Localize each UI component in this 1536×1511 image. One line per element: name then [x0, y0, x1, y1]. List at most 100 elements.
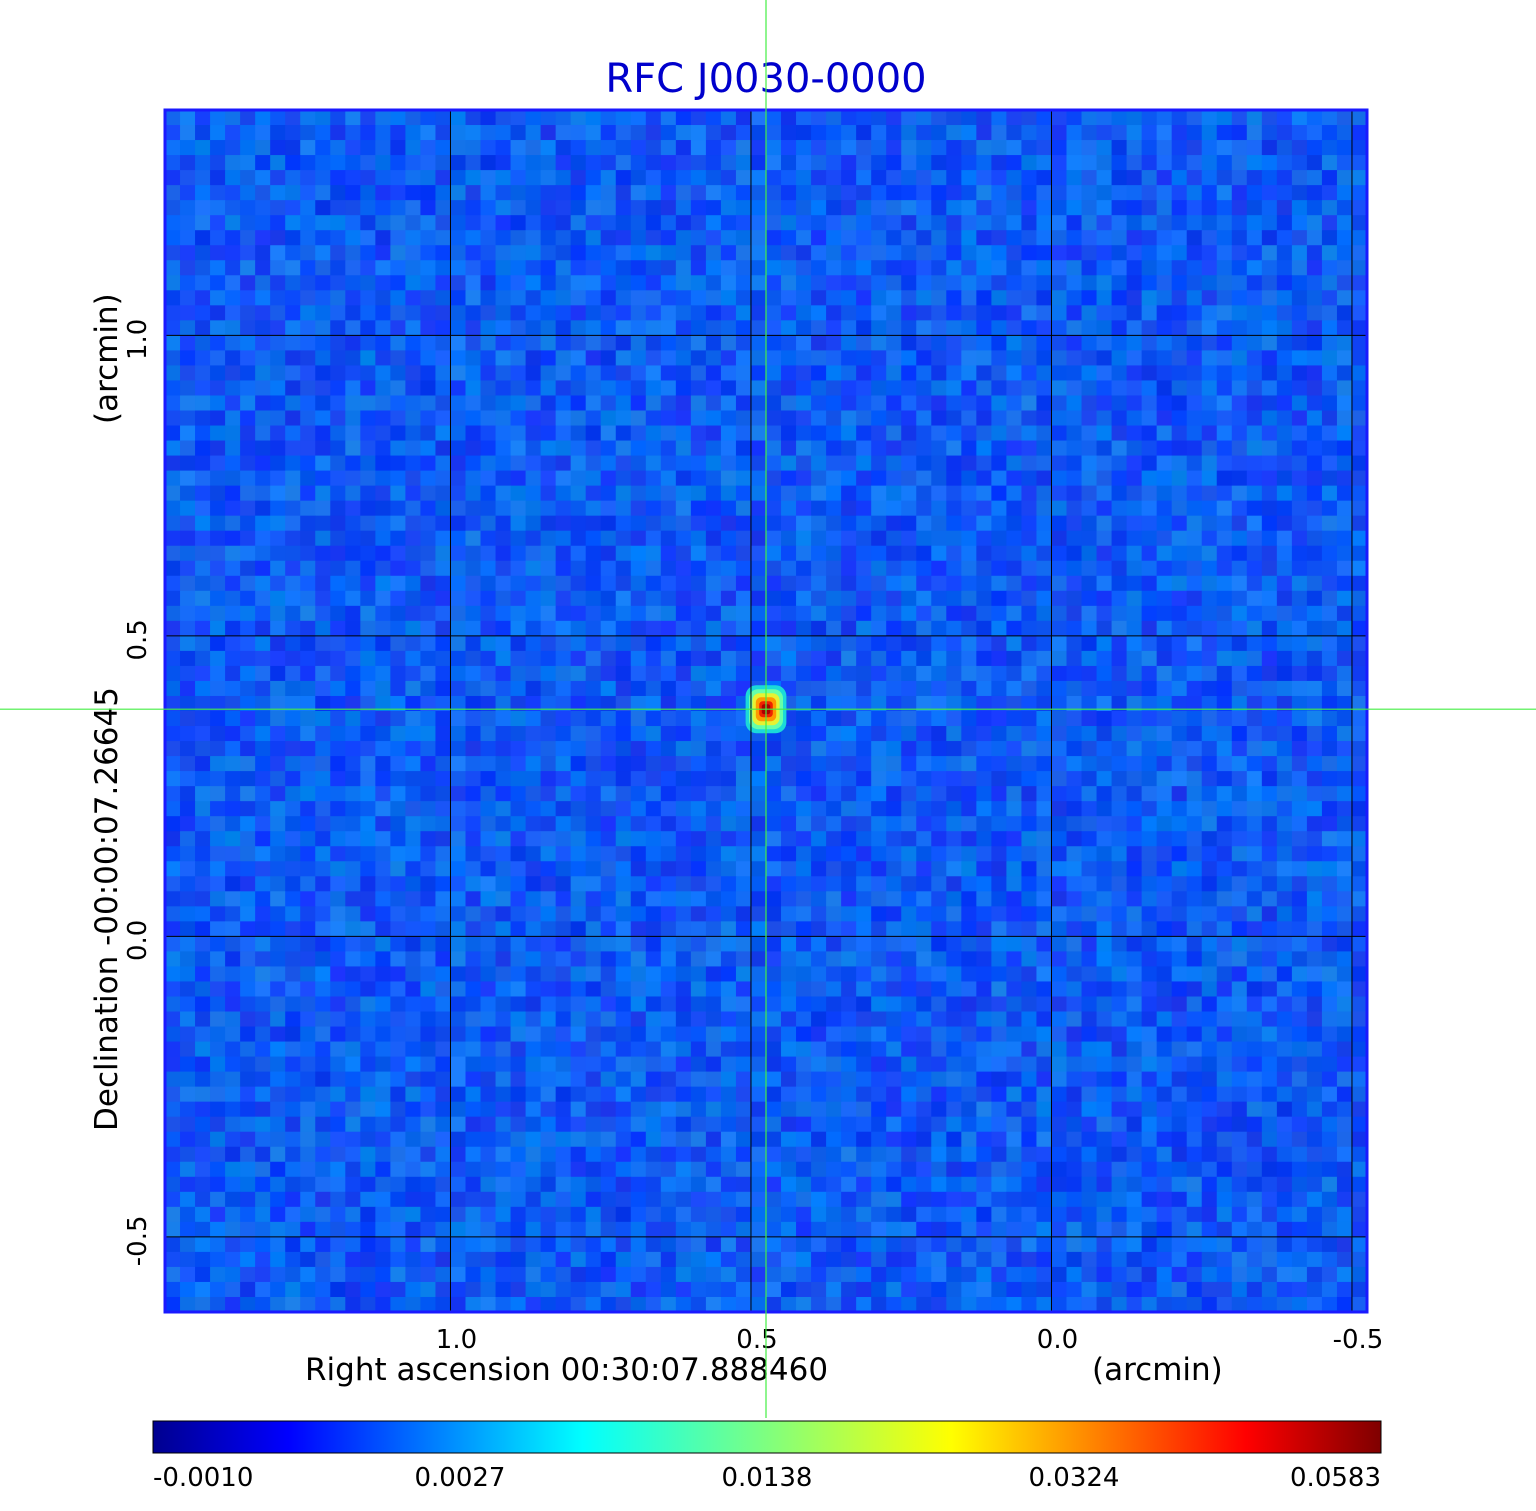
noise-pixel: [390, 560, 406, 577]
noise-pixel: [1111, 891, 1128, 907]
noise-pixel: [345, 891, 361, 907]
noise-pixel: [225, 545, 241, 562]
noise-pixel: [630, 245, 647, 261]
noise-pixel: [330, 1041, 346, 1057]
noise-pixel: [1156, 335, 1173, 351]
noise-pixel: [570, 680, 587, 697]
noise-pixel: [375, 801, 391, 817]
noise-pixel: [1186, 801, 1203, 817]
noise-pixel: [405, 215, 421, 231]
noise-pixel: [796, 816, 812, 832]
noise-pixel: [886, 230, 902, 246]
noise-pixel: [1351, 1011, 1368, 1027]
noise-pixel: [1081, 726, 1097, 742]
noise-pixel: [165, 650, 181, 667]
noise-pixel: [1021, 140, 1037, 156]
noise-pixel: [480, 440, 496, 456]
noise-pixel: [1306, 846, 1323, 862]
noise-pixel: [781, 876, 797, 892]
noise-pixel: [1021, 1026, 1037, 1042]
noise-pixel: [886, 290, 902, 306]
noise-pixel: [931, 545, 947, 562]
noise-pixel: [841, 470, 857, 487]
noise-pixel: [1201, 425, 1218, 441]
noise-pixel: [570, 470, 587, 487]
noise-pixel: [360, 425, 376, 441]
noise-pixel: [1336, 290, 1353, 306]
noise-pixel: [720, 185, 737, 201]
noise-pixel: [1051, 560, 1067, 577]
noise-pixel: [555, 906, 572, 922]
noise-pixel: [735, 846, 752, 862]
noise-pixel: [931, 590, 947, 607]
noise-pixel: [300, 590, 316, 607]
noise-pixel: [390, 185, 406, 201]
noise-pixel: [180, 816, 196, 832]
noise-pixel: [1066, 996, 1082, 1012]
noise-pixel: [1081, 335, 1097, 351]
noise-pixel: [796, 305, 812, 321]
noise-pixel: [210, 170, 226, 186]
noise-pixel: [826, 665, 842, 682]
noise-pixel: [240, 801, 256, 817]
noise-pixel: [585, 185, 602, 201]
noise-pixel: [720, 966, 737, 982]
noise-pixel: [210, 305, 226, 321]
noise-pixel: [720, 410, 737, 426]
noise-pixel: [330, 891, 346, 907]
noise-pixel: [976, 771, 992, 787]
noise-pixel: [735, 155, 752, 171]
noise-pixel: [811, 545, 827, 562]
noise-pixel: [1111, 245, 1128, 261]
noise-pixel: [931, 455, 947, 471]
noise-pixel: [841, 891, 857, 907]
noise-pixel: [720, 575, 737, 592]
noise-pixel: [210, 575, 226, 592]
noise-pixel: [600, 741, 617, 757]
noise-pixel: [540, 440, 557, 456]
noise-pixel: [1141, 816, 1158, 832]
noise-pixel: [330, 365, 346, 381]
noise-pixel: [360, 605, 376, 622]
noise-pixel: [390, 365, 406, 381]
noise-pixel: [1171, 125, 1188, 141]
noise-pixel: [585, 125, 602, 141]
noise-pixel: [390, 320, 406, 336]
noise-pixel: [480, 320, 496, 336]
noise-pixel: [916, 726, 932, 742]
noise-pixel: [916, 876, 932, 892]
noise-pixel: [856, 230, 872, 246]
noise-pixel: [766, 620, 782, 637]
noise-pixel: [1156, 741, 1173, 757]
noise-pixel: [600, 455, 617, 471]
noise-pixel: [1006, 515, 1022, 532]
noise-pixel: [991, 921, 1007, 937]
noise-pixel: [1216, 260, 1233, 276]
noise-pixel: [630, 350, 647, 366]
noise-pixel: [720, 711, 737, 727]
noise-pixel: [1096, 515, 1112, 532]
noise-pixel: [1276, 320, 1293, 336]
noise-pixel: [570, 605, 587, 622]
noise-pixel: [961, 245, 977, 261]
noise-pixel: [1321, 1011, 1338, 1027]
noise-pixel: [811, 230, 827, 246]
noise-pixel: [420, 620, 436, 637]
noise-pixel: [300, 861, 316, 877]
noise-pixel: [781, 635, 797, 652]
noise-pixel: [315, 380, 331, 396]
noise-pixel: [360, 846, 376, 862]
noise-pixel: [225, 635, 241, 652]
noise-pixel: [720, 515, 737, 532]
noise-pixel: [1156, 575, 1173, 592]
noise-pixel: [600, 876, 617, 892]
noise-pixel: [375, 861, 391, 877]
noise-pixel: [901, 365, 917, 381]
noise-pixel: [1186, 726, 1203, 742]
noise-pixel: [1231, 290, 1248, 306]
noise-pixel: [946, 275, 962, 291]
noise-pixel: [1081, 921, 1097, 937]
noise-pixel: [540, 936, 557, 952]
noise-pixel: [1261, 155, 1278, 171]
noise-pixel: [1306, 560, 1323, 577]
